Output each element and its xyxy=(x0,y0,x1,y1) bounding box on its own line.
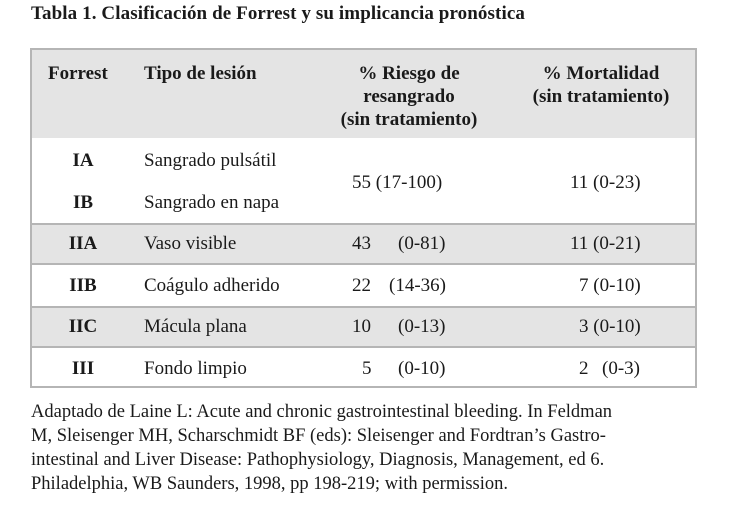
mortality-value-group-i: 11 (0-23) xyxy=(570,172,641,193)
header-lesion: Tipo de lesión xyxy=(144,63,257,84)
risk-value: 22 xyxy=(352,275,371,296)
source-footnote: Adaptado de Laine L: Acute and chronic g… xyxy=(31,400,711,496)
forrest-table: Forrest Tipo de lesión % Riesgo de resan… xyxy=(30,48,697,388)
risk-range: (0-10) xyxy=(398,358,446,379)
risk-range: (0-81) xyxy=(398,233,446,254)
header-risk-line1: % Riesgo de xyxy=(358,63,460,84)
row-divider xyxy=(32,223,695,225)
table-title: Tabla 1. Clasificación de Forrest y su i… xyxy=(31,3,525,24)
lesion-type: Sangrado en napa xyxy=(144,192,280,213)
footnote-line: Philadelphia, WB Saunders, 1998, pp 198-… xyxy=(31,474,509,494)
header-mort-line2: (sin tratamiento) xyxy=(532,86,670,107)
risk-range: (0-13) xyxy=(398,316,446,337)
forrest-code: IIC xyxy=(68,316,98,337)
mortality-value: 2 xyxy=(579,358,589,379)
footnote-line: Adaptado de Laine L: Acute and chronic g… xyxy=(31,402,613,422)
mortality-value: 3 (0-10) xyxy=(579,316,641,337)
mortality-value: 7 (0-10) xyxy=(579,275,641,296)
forrest-code: IIA xyxy=(68,233,98,254)
lesion-type: Coágulo adherido xyxy=(144,275,280,296)
header-risk: % Riesgo de resangrado (sin tratamiento) xyxy=(314,62,504,131)
header-forrest: Forrest xyxy=(48,63,108,84)
risk-value-group-i: 55 (17-100) xyxy=(352,172,443,193)
lesion-type: Mácula plana xyxy=(144,316,247,337)
row-band-iia xyxy=(32,225,695,264)
header-risk-line3: (sin tratamiento) xyxy=(340,109,478,130)
risk-value: 43 xyxy=(352,233,371,254)
risk-value: 5 xyxy=(362,358,372,379)
row-divider xyxy=(32,306,695,308)
footnote-line: M, Sleisenger MH, Scharschmidt BF (eds):… xyxy=(31,426,606,446)
lesion-type: Fondo limpio xyxy=(144,358,247,379)
header-mort-line1: % Mortalidad xyxy=(542,63,660,84)
footnote-line: intestinal and Liver Disease: Pathophysi… xyxy=(31,450,605,470)
mortality-range: (0-3) xyxy=(602,358,640,379)
row-divider xyxy=(32,346,695,348)
forrest-code: III xyxy=(71,358,95,379)
row-divider xyxy=(32,263,695,265)
risk-value: 10 xyxy=(352,316,371,337)
row-band-iic xyxy=(32,308,695,347)
risk-range: (14-36) xyxy=(389,275,446,296)
lesion-type: Sangrado pulsátil xyxy=(144,150,277,171)
lesion-type: Vaso visible xyxy=(144,233,237,254)
forrest-code: IIB xyxy=(69,275,97,296)
header-mortality: % Mortalidad (sin tratamiento) xyxy=(516,62,686,108)
forrest-code: IA xyxy=(72,150,94,171)
forrest-code: IB xyxy=(72,192,94,213)
header-band xyxy=(32,50,695,138)
header-risk-line2: resangrado xyxy=(363,86,455,107)
mortality-value: 11 (0-21) xyxy=(570,233,641,254)
